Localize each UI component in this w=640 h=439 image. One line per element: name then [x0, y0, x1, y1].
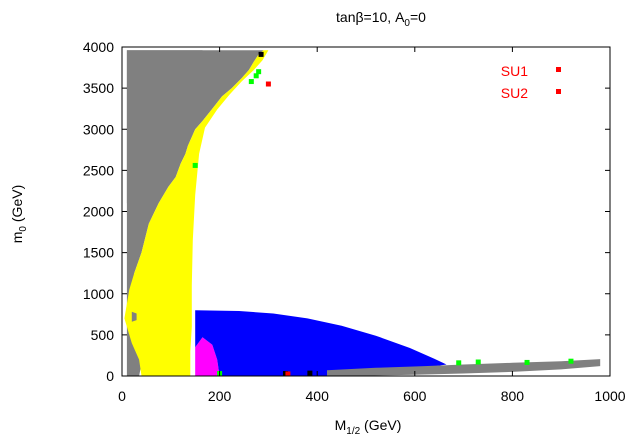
y-tick-label-2000: 2000 — [83, 204, 114, 220]
x-tick-label-600: 600 — [403, 388, 427, 404]
x-tick-label-1000: 1000 — [594, 388, 625, 404]
point-green-7 — [524, 359, 530, 365]
x-tick-label-400: 400 — [306, 388, 330, 404]
point-su2-0 — [265, 81, 271, 87]
y-tick-label-1000: 1000 — [83, 286, 114, 302]
plot-points — [192, 51, 574, 377]
chart-title-subscript: 0 — [404, 18, 410, 29]
legend-marker-su2 — [556, 89, 561, 94]
axis-ticks — [121, 46, 611, 377]
x-axis-label: M1/2 (GeV) — [335, 417, 402, 437]
axis-tick-labels: 0 200 400 600 800 1000 0 500 1000 1500 2000 2500 300… — [83, 39, 626, 404]
y-tick-label-4000: 4000 — [83, 39, 114, 55]
region-gray-6 — [327, 359, 601, 376]
x-axis-label-subscript: 1/2 — [346, 426, 360, 437]
point-black-11 — [258, 51, 264, 57]
legend: SU1 SU2 — [501, 63, 561, 101]
legend-marker-su1 — [556, 67, 561, 72]
point-green-1 — [248, 79, 254, 85]
region-blue-5 — [195, 310, 447, 376]
point-green-5 — [456, 360, 462, 366]
point-green-6 — [475, 359, 481, 365]
plot-regions — [124, 50, 601, 377]
y-tick-label-2500: 2500 — [83, 162, 114, 178]
y-tick-label-3500: 3500 — [83, 80, 114, 96]
region-yellow-2 — [124, 50, 269, 377]
region-gray-1 — [126, 50, 264, 377]
y-tick-label-500: 500 — [91, 327, 115, 343]
legend-label-su2: SU2 — [501, 85, 528, 101]
x-tick-label-200: 200 — [208, 388, 232, 404]
point-black-10 — [307, 370, 313, 376]
point-green-8 — [568, 358, 574, 364]
legend-label-su1: SU1 — [501, 63, 528, 79]
y-axis-label-subscript: 0 — [18, 226, 29, 232]
y-tick-label-1500: 1500 — [83, 245, 114, 261]
chart-title: tanβ=10, A0=0 — [336, 9, 426, 29]
point-green-0 — [192, 162, 198, 168]
point-su1-0 — [285, 371, 291, 377]
y-axis-label: m0 (GeV) — [9, 185, 29, 243]
region-magenta-4 — [195, 337, 220, 376]
region-gray-3 — [131, 311, 137, 322]
y-tick-label-0: 0 — [106, 368, 114, 384]
x-tick-label-0: 0 — [118, 388, 126, 404]
x-tick-label-800: 800 — [501, 388, 525, 404]
y-tick-label-3000: 3000 — [83, 121, 114, 137]
point-green-2 — [253, 73, 259, 79]
point-green-3 — [256, 69, 262, 75]
